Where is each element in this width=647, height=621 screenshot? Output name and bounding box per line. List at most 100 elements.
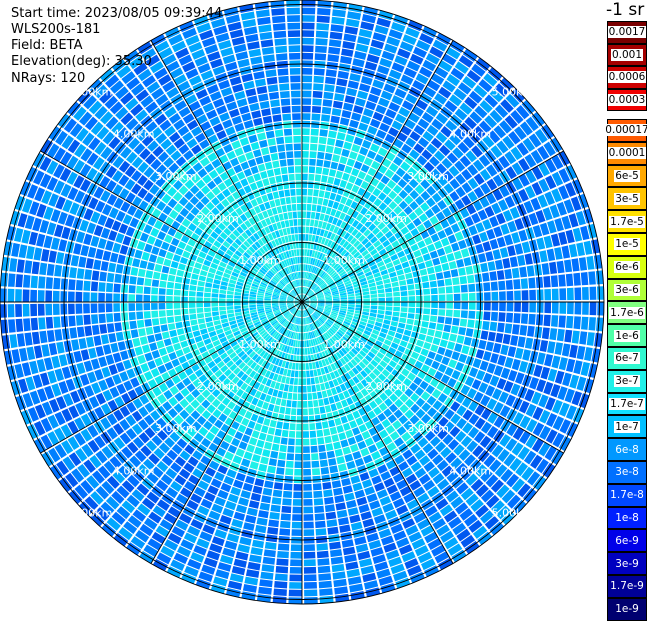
ray-gate — [453, 310, 460, 317]
ray-gate — [305, 234, 308, 241]
ray-gate — [326, 184, 333, 192]
ray-gate — [310, 151, 317, 158]
ray-gate — [281, 399, 287, 406]
ray-gate — [234, 91, 245, 100]
ray-gate — [129, 276, 137, 284]
ray-gate — [288, 597, 302, 604]
ray-gate — [107, 323, 115, 333]
ray-gate — [427, 329, 435, 336]
ray-gate — [98, 238, 107, 249]
ray-gate — [344, 493, 354, 502]
ray-gate — [247, 176, 255, 184]
ray-gate — [453, 285, 460, 293]
ray-gate — [144, 303, 151, 310]
ray-gate — [251, 547, 263, 555]
ray-gate — [269, 458, 277, 466]
ray-gate — [251, 142, 260, 150]
colorbar-cell: 1.7e-9 — [607, 575, 647, 598]
ray-gate — [264, 298, 271, 300]
ray-gate — [290, 189, 295, 196]
ray-gate — [577, 346, 586, 360]
ray-gate — [114, 284, 121, 293]
ray-gate — [113, 353, 122, 363]
ray-gate — [147, 262, 155, 270]
ray-gate — [313, 83, 323, 90]
ray-gate — [238, 497, 249, 506]
start-time-label: Start time: 2023/08/05 09:39:44 — [11, 6, 222, 21]
ray-gate — [176, 349, 184, 357]
ray-gate — [315, 415, 321, 422]
ray-gate — [313, 491, 322, 498]
ray-gate — [147, 236, 156, 245]
ray-gate — [588, 271, 596, 285]
ray-gate — [476, 293, 483, 301]
ray-gate — [347, 569, 361, 578]
ray-gate — [458, 327, 466, 335]
ray-gate — [298, 234, 301, 241]
ray-gate — [304, 559, 316, 566]
ray-gate — [86, 258, 94, 269]
ray-gate — [174, 283, 181, 289]
ray-gate — [314, 407, 320, 414]
colorbar-cell: 0.0001 — [607, 142, 647, 165]
ray-gate — [263, 557, 276, 565]
ray-gate — [200, 270, 208, 276]
ray-gate — [137, 320, 145, 328]
ray-gate — [506, 280, 513, 290]
ray-gate — [106, 293, 113, 302]
ray-gate — [316, 159, 323, 166]
ray-gate — [439, 255, 447, 263]
ray-gate — [19, 348, 28, 362]
ray-gate — [515, 243, 524, 254]
ray-gate — [114, 322, 122, 331]
ray-gate — [296, 424, 302, 431]
ray-gate — [351, 144, 360, 153]
ray-gate — [416, 296, 423, 302]
ray-gate — [298, 394, 302, 401]
colorbar-cell: 1.7e-8 — [607, 484, 647, 507]
ray-gate — [259, 140, 268, 148]
ray-gate — [492, 292, 499, 301]
ray-gate — [255, 525, 266, 533]
ray-gate — [169, 352, 177, 360]
ray-gate — [278, 414, 284, 421]
ray-gate — [398, 275, 405, 281]
ray-gate — [317, 8, 331, 16]
ray-gate — [331, 116, 340, 124]
ray-gate — [354, 51, 367, 60]
ray-gate — [434, 354, 443, 363]
colorbar-label: 6e-8 — [614, 444, 640, 456]
ray-gate — [302, 211, 306, 218]
ray-gate — [296, 189, 301, 196]
ray-gate — [304, 552, 316, 559]
ray-gate — [287, 15, 300, 22]
ray-gate — [106, 355, 115, 366]
ray-gate — [288, 212, 293, 219]
ray-gate — [249, 437, 258, 445]
ray-gate — [441, 238, 450, 247]
ray-gate — [401, 307, 408, 312]
ray-gate — [378, 289, 385, 293]
ray-gate — [491, 282, 498, 291]
ray-gate — [291, 370, 295, 377]
ray-gate — [293, 212, 298, 219]
ray-gate — [522, 290, 529, 300]
ray-gate — [316, 31, 329, 38]
ray-gate — [559, 288, 566, 300]
ray-gate — [263, 155, 271, 163]
ray-gate — [318, 573, 331, 581]
ray-gate — [212, 293, 219, 297]
ray-gate — [68, 304, 75, 315]
ray-gate — [24, 260, 32, 273]
ray-gate — [437, 248, 445, 257]
ray-gate — [199, 323, 206, 329]
ray-gate — [417, 240, 425, 248]
ray-gate — [507, 245, 516, 256]
ray-gate — [135, 346, 144, 355]
ray-gate — [71, 339, 79, 351]
ray-gate — [177, 328, 185, 335]
ray-gate — [581, 317, 589, 330]
range-label: 5.00km — [492, 86, 534, 99]
elevation-label: Elevation(deg): 35.30 — [11, 54, 152, 69]
ray-gate — [514, 291, 521, 301]
